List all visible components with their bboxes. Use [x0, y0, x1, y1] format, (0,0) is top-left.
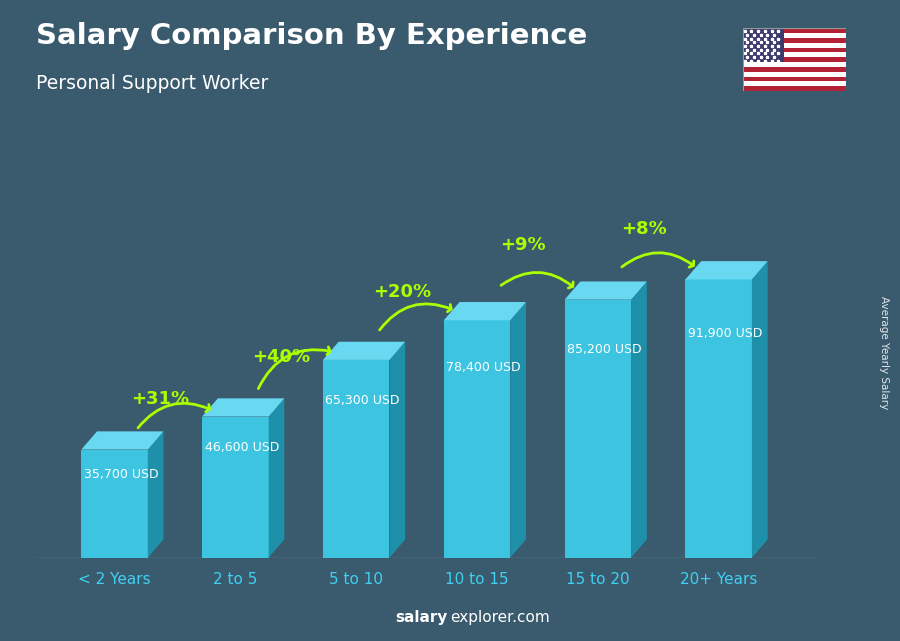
Text: 91,900 USD: 91,900 USD	[688, 327, 762, 340]
Text: 78,400 USD: 78,400 USD	[446, 361, 521, 374]
Polygon shape	[510, 302, 526, 558]
Bar	[742, 43, 846, 47]
Bar	[742, 38, 846, 43]
Polygon shape	[81, 431, 164, 449]
Text: explorer.com: explorer.com	[450, 610, 550, 625]
Bar	[742, 67, 846, 72]
Bar	[686, 279, 751, 558]
Text: Salary Comparison By Experience: Salary Comparison By Experience	[36, 22, 587, 51]
Bar	[742, 28, 846, 33]
Bar	[742, 57, 846, 62]
Text: Average Yearly Salary: Average Yearly Salary	[878, 296, 889, 409]
Bar	[742, 28, 784, 62]
Text: 46,600 USD: 46,600 USD	[204, 440, 279, 454]
Text: salary: salary	[395, 610, 447, 625]
Polygon shape	[268, 398, 284, 558]
Polygon shape	[686, 261, 768, 279]
Text: Personal Support Worker: Personal Support Worker	[36, 74, 268, 93]
Bar	[202, 417, 268, 558]
Polygon shape	[752, 261, 768, 558]
Polygon shape	[390, 342, 405, 558]
Text: +8%: +8%	[621, 220, 667, 238]
Bar	[323, 360, 390, 558]
Bar	[564, 299, 631, 558]
Text: +20%: +20%	[374, 283, 431, 301]
Bar	[742, 47, 846, 53]
Text: +9%: +9%	[500, 236, 545, 254]
Bar	[742, 81, 846, 86]
Text: 85,200 USD: 85,200 USD	[567, 344, 642, 356]
Polygon shape	[323, 342, 405, 360]
Bar	[742, 62, 846, 67]
Polygon shape	[148, 431, 164, 558]
Polygon shape	[564, 281, 647, 299]
Polygon shape	[444, 302, 526, 320]
Polygon shape	[631, 281, 647, 558]
Text: 65,300 USD: 65,300 USD	[326, 394, 400, 406]
Polygon shape	[202, 398, 284, 417]
Text: 35,700 USD: 35,700 USD	[84, 468, 158, 481]
Bar	[742, 76, 846, 81]
Bar	[444, 320, 510, 558]
Bar	[742, 86, 846, 91]
Text: +31%: +31%	[131, 390, 190, 408]
Bar	[742, 53, 846, 57]
Bar	[81, 449, 148, 558]
Text: +40%: +40%	[252, 347, 310, 366]
Bar	[742, 33, 846, 38]
Bar	[742, 72, 846, 76]
